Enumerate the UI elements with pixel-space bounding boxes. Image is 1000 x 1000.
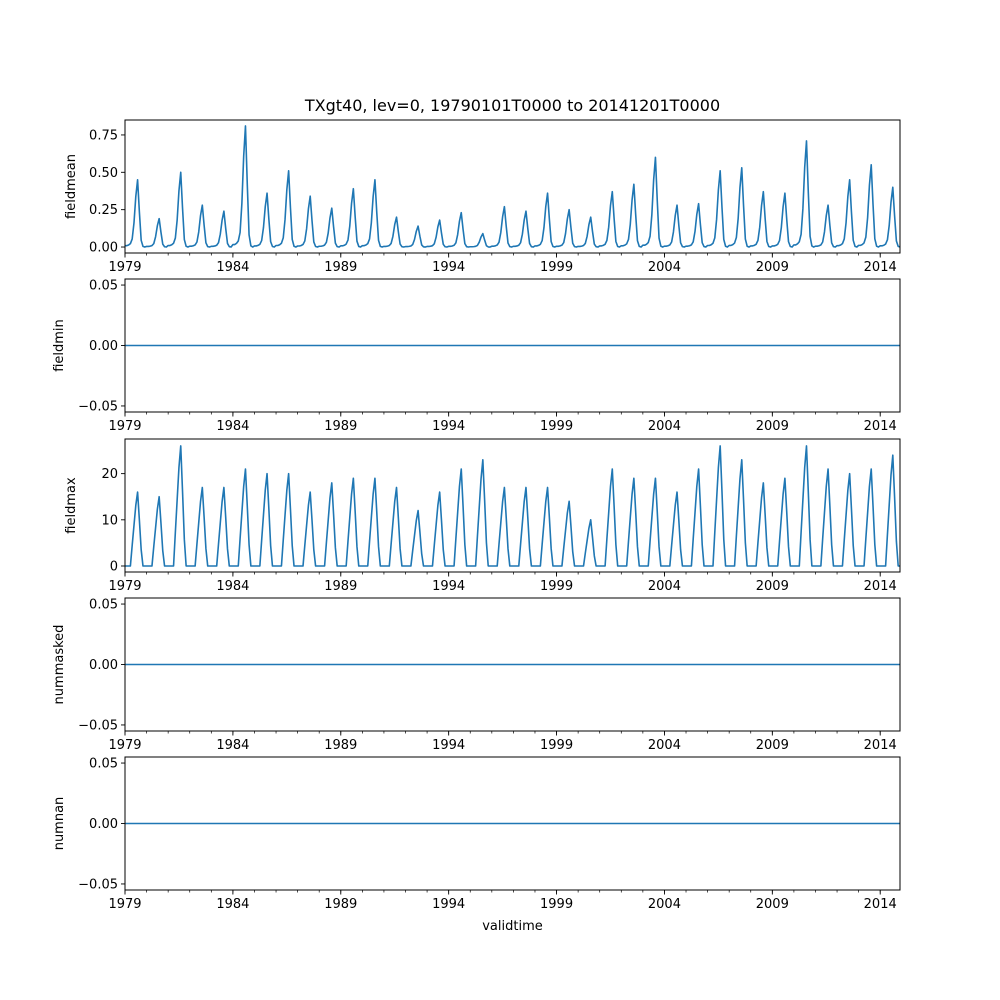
- x-tick-label: 1989: [324, 579, 357, 594]
- y-tick-label: 0.00: [89, 339, 118, 354]
- x-tick-label: 2004: [648, 579, 681, 594]
- x-tick-label: 1989: [324, 419, 357, 434]
- x-tick-label: 1999: [540, 260, 573, 275]
- subplot-nummasked: −0.05 0.00 0.05 1979 1984 1989 1994 1999 2004 200…: [52, 597, 901, 753]
- y-tick-label: 10: [101, 513, 118, 528]
- x-tick-label: 2004: [648, 738, 681, 753]
- x-tick-label: 2014: [864, 419, 897, 434]
- x-tick-label: 2004: [648, 419, 681, 434]
- y-tick-label: 0.05: [89, 598, 118, 613]
- series-line-fieldmean: [125, 125, 900, 248]
- subplot-fieldmin: −0.05 0.00 0.05 1979 1984 1989 1994 1999 2004 200…: [52, 278, 901, 434]
- x-tick-label: 2014: [864, 738, 897, 753]
- x-tick-label: 1984: [216, 897, 249, 912]
- x-tick-label: 2009: [756, 579, 789, 594]
- x-tick-label: 1999: [540, 579, 573, 594]
- x-tick-label: 1979: [108, 419, 141, 434]
- series-line-fieldmax: [125, 445, 900, 567]
- x-tick-label: 1979: [108, 260, 141, 275]
- x-tick-label: 2009: [756, 260, 789, 275]
- subplot-fieldmean: 0.00 0.25 0.50 0.75 1979 1984 1989 1994 1999 2004…: [64, 119, 901, 275]
- x-tick-label: 2009: [756, 738, 789, 753]
- x-tick-label: 2009: [756, 419, 789, 434]
- subplots: 0.00 0.25 0.50 0.75 1979 1984 1989 1994 1999 2004…: [52, 119, 901, 934]
- y-tick-label: 0.00: [89, 241, 118, 256]
- figure-title: TXgt40, lev=0, 19790101T0000 to 20141201…: [304, 96, 720, 115]
- y-axis-label: nummasked: [52, 625, 67, 705]
- y-tick-label: 0.50: [89, 166, 118, 181]
- y-axis-label: numnan: [52, 797, 67, 851]
- y-axis-label: fieldmax: [64, 477, 79, 534]
- axes-frame: [124, 438, 901, 573]
- x-tick-label: 1989: [324, 260, 357, 275]
- x-tick-label: 1984: [216, 419, 249, 434]
- y-tick-label: 0: [110, 559, 118, 574]
- y-tick-label: −0.05: [78, 718, 118, 733]
- x-tick-label: 2004: [648, 260, 681, 275]
- y-tick-label: −0.05: [78, 877, 118, 892]
- x-tick-label: 1999: [540, 738, 573, 753]
- x-tick-label: 2014: [864, 260, 897, 275]
- x-tick-label: 1994: [432, 897, 465, 912]
- x-tick-label: 2004: [648, 897, 681, 912]
- x-tick-label: 1999: [540, 419, 573, 434]
- y-tick-label: −0.05: [78, 399, 118, 414]
- y-tick-label: 0.05: [89, 279, 118, 294]
- x-tick-label: 1979: [108, 738, 141, 753]
- x-tick-label: 2014: [864, 897, 897, 912]
- axes-frame: [124, 119, 901, 254]
- y-axis-label: fieldmean: [64, 154, 79, 219]
- x-tick-label: 2014: [864, 579, 897, 594]
- y-tick-label: 0.75: [89, 128, 118, 143]
- x-tick-label: 1984: [216, 260, 249, 275]
- x-tick-label: 1984: [216, 579, 249, 594]
- x-tick-label: 1994: [432, 579, 465, 594]
- y-axis-label: fieldmin: [52, 319, 67, 372]
- x-tick-label: 1994: [432, 419, 465, 434]
- y-tick-label: 20: [101, 467, 118, 482]
- x-tick-label: 1989: [324, 897, 357, 912]
- x-tick-label: 1994: [432, 260, 465, 275]
- y-tick-label: 0.05: [89, 757, 118, 772]
- x-tick-label: 2009: [756, 897, 789, 912]
- x-tick-label: 1984: [216, 738, 249, 753]
- x-tick-label: 1979: [108, 897, 141, 912]
- x-axis-label: validtime: [482, 919, 543, 934]
- x-tick-label: 1989: [324, 738, 357, 753]
- subplot-fieldmax: 0 10 20 1979 1984 1989 1994 1999 2004 2009 2014 fie…: [64, 438, 901, 594]
- y-tick-label: 0.25: [89, 203, 118, 218]
- x-tick-label: 1979: [108, 579, 141, 594]
- y-tick-label: 0.00: [89, 817, 118, 832]
- subplot-numnan: −0.05 0.00 0.05 1979 1984 1989 1994 1999 2004 200…: [52, 756, 901, 934]
- x-tick-label: 1999: [540, 897, 573, 912]
- y-tick-label: 0.00: [89, 658, 118, 673]
- x-tick-label: 1994: [432, 738, 465, 753]
